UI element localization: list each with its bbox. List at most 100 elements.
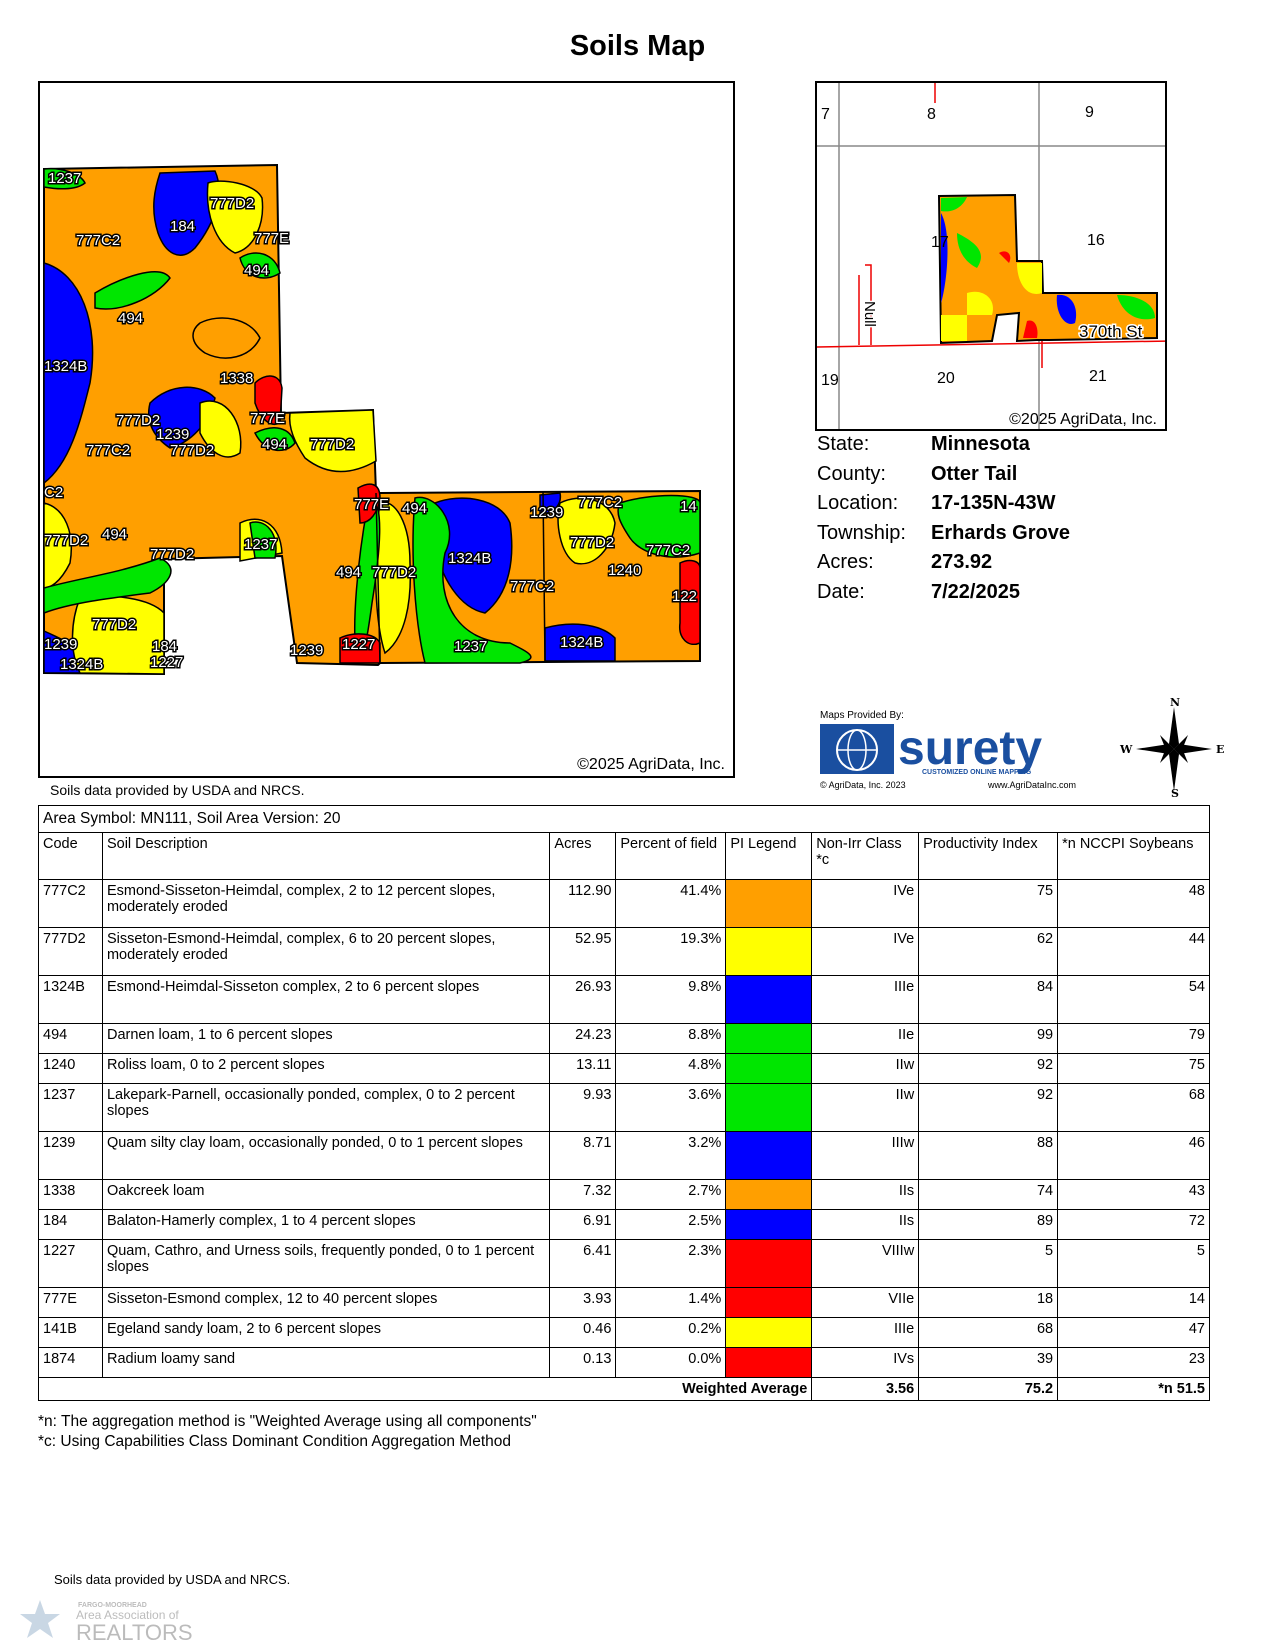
- soil-area-blue: [544, 623, 616, 662]
- soil-nccpi: 47: [1057, 1317, 1210, 1348]
- soil-nccpi: 75: [1057, 1053, 1210, 1084]
- pi-legend-swatch: [725, 1209, 813, 1240]
- soil-area-yellow: [557, 497, 616, 565]
- soil-map-label: 1237: [48, 170, 81, 187]
- soil-code: 141B: [38, 1317, 103, 1348]
- col-code: Code: [38, 832, 103, 880]
- soil-code: 1227: [38, 1239, 103, 1288]
- soil-class: IIIe: [811, 1317, 920, 1348]
- section-17: 17: [931, 234, 949, 251]
- soil-map-label: 1338: [220, 370, 253, 387]
- inset-soil-green: [941, 197, 967, 212]
- soil-acres: 26.93: [549, 975, 617, 1024]
- soil-description: Radium loamy sand: [101, 1347, 551, 1378]
- soil-area-blue: [434, 497, 513, 614]
- pi-legend-swatch: [725, 1023, 813, 1054]
- soil-map-label: 1324B: [448, 550, 491, 567]
- soil-acres: 3.93: [549, 1287, 617, 1318]
- location-inset-map[interactable]: 7 8 9 17 16 19 20 21 Null 370th St ©2025…: [815, 81, 1167, 431]
- info-county: County: Otter Tail: [817, 462, 1018, 485]
- soil-class: IIIw: [811, 1131, 920, 1180]
- soil-area-green: [94, 271, 171, 310]
- soil-map-label: 184: [152, 638, 177, 655]
- section-9: 9: [1085, 104, 1094, 121]
- star-icon: [20, 1600, 60, 1638]
- soil-map-label: 494: [102, 526, 127, 543]
- soil-code: 1874: [38, 1347, 103, 1378]
- surety-logo[interactable]: Maps Provided By: surety CUSTOMIZED ONLI…: [818, 708, 1098, 794]
- soil-map-label: 1239: [44, 636, 77, 653]
- weighted-average-nccpi: *n 51.5: [1057, 1377, 1210, 1401]
- soil-acres: 8.71: [549, 1131, 617, 1180]
- table-row: 1324B Esmond-Heimdal-Sisseton complex, 2 …: [38, 975, 1210, 1024]
- soil-description: Sisseton-Esmond complex, 12 to 40 percen…: [101, 1287, 551, 1318]
- soil-class: IIs: [811, 1179, 920, 1210]
- col-desc: Soil Description: [101, 832, 551, 880]
- soil-nccpi: 54: [1057, 975, 1210, 1024]
- soil-map-label: 777C2: [510, 578, 554, 595]
- soil-class: IIw: [811, 1083, 920, 1132]
- pi-legend-swatch: [725, 1179, 813, 1210]
- info-location: Location: 17-135N-43W: [817, 492, 1056, 514]
- soil-nccpi: 72: [1057, 1209, 1210, 1240]
- soil-percent: 19.3%: [615, 927, 727, 976]
- soil-map-label: 777E: [254, 230, 289, 247]
- main-soils-map[interactable]: 1237 777D2 184 777E 777C2 494 494 1324B …: [38, 81, 735, 778]
- soil-percent: 2.5%: [615, 1209, 727, 1240]
- soil-map-label: 1240: [608, 562, 641, 579]
- inset-soil-green: [1117, 295, 1155, 320]
- soil-pi: 84: [918, 975, 1059, 1024]
- svg-text: FARGO-MOORHEAD: [78, 1602, 147, 1609]
- table-row: 1237 Lakepark-Parnell, occasionally ponde…: [38, 1083, 1210, 1132]
- soil-map-label: 1324B: [60, 656, 103, 673]
- soil-nccpi: 44: [1057, 927, 1210, 976]
- soil-area-yellow: [199, 400, 242, 458]
- soil-acres: 0.13: [549, 1347, 617, 1378]
- soil-class: IVe: [811, 927, 920, 976]
- soil-map-label: 1237: [244, 536, 277, 553]
- soil-boundary-line: [192, 317, 261, 359]
- soil-class: VIIe: [811, 1287, 920, 1318]
- globe-icon: [820, 724, 894, 774]
- soil-pi: 5: [918, 1239, 1059, 1288]
- soil-code: 1338: [38, 1179, 103, 1210]
- section-16: 16: [1087, 232, 1105, 249]
- soil-table: Area Symbol: MN111, Soil Area Version: 2…: [37, 805, 1210, 1401]
- section-8: 8: [927, 106, 936, 123]
- soil-percent: 3.6%: [615, 1083, 727, 1132]
- soil-area-blue: [539, 492, 562, 514]
- svg-text: W: [1119, 743, 1133, 756]
- tract-line: [542, 490, 546, 662]
- surety-brand: surety: [898, 722, 1042, 775]
- col-legend: PI Legend: [725, 832, 813, 880]
- soil-code: 494: [38, 1023, 103, 1054]
- soil-map-label: 777C2: [646, 542, 690, 559]
- table-row: 1239 Quam silty clay loam, occasionally p…: [38, 1131, 1210, 1180]
- soil-code: 1324B: [38, 975, 103, 1024]
- footnote-n: *n: The aggregation method is "Weighted …: [38, 1413, 537, 1430]
- soil-map-label: 777C2: [578, 494, 622, 511]
- soil-nccpi: 14: [1057, 1287, 1210, 1318]
- soil-nccpi: 43: [1057, 1179, 1210, 1210]
- inset-soil-blue: [1056, 294, 1077, 324]
- inset-soil-yellow: [967, 291, 993, 315]
- weighted-average-class: 3.56: [811, 1377, 920, 1401]
- soil-acres: 13.11: [549, 1053, 617, 1084]
- soil-pi: 75: [918, 879, 1059, 928]
- soil-map-label: 777C2: [86, 442, 130, 459]
- soil-description: Esmond-Sisseton-Heimdal, complex, 2 to 1…: [101, 879, 551, 928]
- svg-text: Area Association of: [76, 1608, 179, 1622]
- soil-map-label: 777C2: [76, 232, 120, 249]
- soil-map-label: 777D2: [570, 534, 614, 551]
- soils-data-credit: Soils data provided by USDA and NRCS.: [50, 782, 305, 798]
- soil-pi: 62: [918, 927, 1059, 976]
- soil-map-label: 777D2: [372, 564, 416, 581]
- svg-text: REALTORS: [76, 1620, 193, 1645]
- road-label-370th: 370th St: [1079, 322, 1143, 341]
- inset-soil-yellow: [941, 315, 967, 341]
- soil-acres: 9.93: [549, 1083, 617, 1132]
- soil-map-label: 777D2: [210, 195, 254, 212]
- inset-soil-red: [999, 251, 1011, 263]
- soil-map-label: 777D2: [92, 616, 136, 633]
- realtors-logo: FARGO-MOORHEAD Area Association of REALT…: [18, 1598, 198, 1646]
